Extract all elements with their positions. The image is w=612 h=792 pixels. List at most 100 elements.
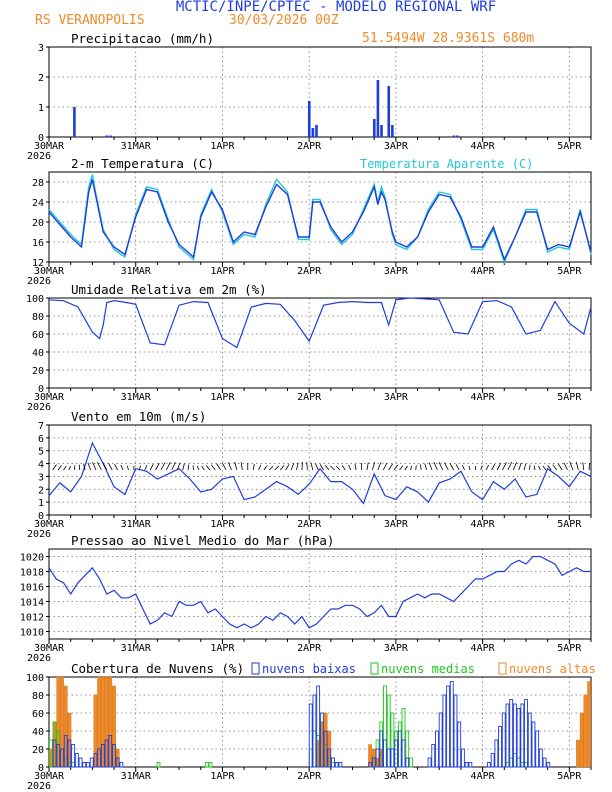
wind-ytick-label: 6 <box>38 434 44 445</box>
wind-barb <box>575 461 579 471</box>
wind-ytick-label: 5 <box>38 447 44 458</box>
wind-barb <box>92 461 97 471</box>
cloud-mid-bar <box>208 762 213 768</box>
precip-ytick-label: 3 <box>38 43 44 54</box>
wind-ytick-label: 4 <box>38 460 44 471</box>
cloud-low-bar <box>527 712 532 768</box>
wind-barb <box>221 462 227 471</box>
rh-xtick-label: 30MAR <box>34 392 65 403</box>
precip-bar <box>311 128 315 137</box>
wind-barb <box>73 465 76 471</box>
cloud-low-bar <box>401 739 406 768</box>
cloud-low-bar <box>97 748 102 768</box>
cloud-low-bar <box>524 699 528 768</box>
rh-ytick-label: 80 <box>32 312 44 323</box>
wind-barb <box>63 465 67 471</box>
header-coords: 51.5494W 28.9361S 680m <box>362 31 534 46</box>
cloud-low-bar <box>108 735 113 768</box>
cloud-legend-swatch <box>370 662 379 675</box>
wind-barb <box>57 465 62 471</box>
temp-xtick-label: 1APR <box>210 266 235 277</box>
wind-barb <box>348 464 352 471</box>
wind-ytick-label: 3 <box>38 472 44 483</box>
cloud-low-bar <box>52 739 57 768</box>
clouds-ytick-label: 40 <box>32 727 44 738</box>
temp-ytick-label: 16 <box>32 238 44 249</box>
wind-barb <box>210 464 216 471</box>
cloud-low-bar <box>457 721 462 768</box>
pres-xtick-label: 3APR <box>384 643 409 654</box>
wind-barb <box>285 464 290 471</box>
precip-xtick-label: 31MAR <box>121 141 152 152</box>
cloud-low-bar <box>397 730 402 768</box>
cloud-low-bar <box>427 757 432 768</box>
wind-barb <box>97 461 102 471</box>
wind-barb <box>480 465 483 471</box>
wind-barb <box>335 465 341 471</box>
wind-barb <box>240 462 243 471</box>
precip-year-label: 2026 <box>27 151 51 162</box>
wind-barb <box>263 465 268 471</box>
pres-panel <box>46 548 592 644</box>
temp-xtick-label: 30MAR <box>34 266 65 277</box>
precip-bar <box>307 101 311 137</box>
cloud-low-bar <box>67 739 72 768</box>
wind-ytick-label: 1 <box>38 498 44 509</box>
pres-ytick-label: 1016 <box>20 583 44 594</box>
wind-barb <box>87 462 91 471</box>
pres-xtick-label: 5APR <box>557 643 582 654</box>
cloud-low-bar <box>538 748 543 768</box>
wind-barb <box>315 463 319 471</box>
wind-barb <box>319 464 324 471</box>
cloud-low-bar <box>438 712 443 768</box>
wind-barb <box>201 465 205 471</box>
wind-line <box>48 441 592 505</box>
cloud-low-bar <box>71 744 76 768</box>
wind-barb <box>78 464 81 471</box>
cloud-low-bar <box>82 762 87 768</box>
cloud-mid-bar <box>409 757 413 768</box>
precip-xtick-label: 30MAR <box>34 141 65 152</box>
cloud-low-bar <box>390 748 395 768</box>
cloud-mid-bar <box>156 762 161 768</box>
cloud-legend-swatch <box>251 662 260 675</box>
wind-barb <box>114 463 119 471</box>
pres-ytick-label: 1014 <box>20 598 44 609</box>
precip-bar <box>380 125 383 137</box>
wind-barb <box>301 462 303 471</box>
cloud-low-bar <box>442 694 447 768</box>
cloud-legend-swatch <box>498 662 507 675</box>
rh-ytick-label: 40 <box>32 348 44 359</box>
cloud-legend-label: nuvens baixas <box>262 662 356 676</box>
clouds-ytick-label: 20 <box>32 745 44 756</box>
wind-xtick-label: 30MAR <box>34 519 65 530</box>
cloud-low-bar <box>546 762 551 768</box>
wind-barb <box>102 462 108 471</box>
cloud-low-bar <box>535 730 540 768</box>
cloud-low-bar <box>394 739 399 768</box>
rh-xtick-label: 4APR <box>471 392 496 403</box>
wind-barb <box>52 464 57 471</box>
cloud-low-bar <box>375 748 380 768</box>
cloud-low-bar <box>368 762 373 768</box>
wind-barb <box>341 465 346 471</box>
wind-barb <box>166 461 171 471</box>
cloud-low-bar <box>316 685 321 768</box>
wind-title: Vento em 10m (m/s) <box>71 409 206 424</box>
cloud-low-bar <box>334 762 339 768</box>
wind-barb <box>582 462 585 471</box>
header-title: MCTIC/INPE/CPTEC - MODELO REGIONAL WRF <box>176 0 496 15</box>
wind-barb <box>324 465 330 471</box>
cloud-low-bar <box>446 685 450 768</box>
cloud-low-bar <box>494 739 499 768</box>
wind-barb <box>552 464 557 471</box>
pres-xtick-label: 2APR <box>297 643 322 654</box>
cloud-mid-bar <box>48 739 53 768</box>
clouds-ytick-label: 80 <box>32 691 44 702</box>
wind-barb <box>507 461 513 471</box>
wind-barb <box>438 461 444 471</box>
wind-barb <box>182 463 185 471</box>
wind-barb <box>563 462 568 471</box>
wind-barb <box>533 465 536 471</box>
